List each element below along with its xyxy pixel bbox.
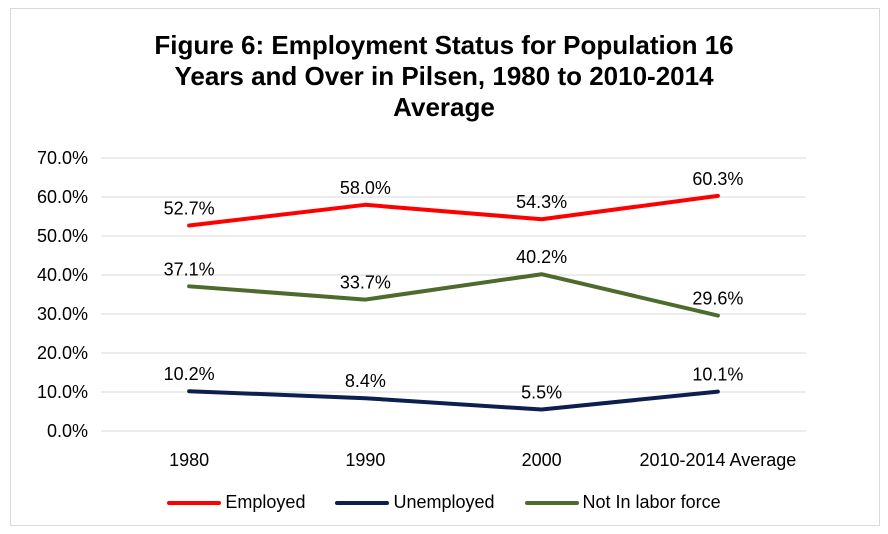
data-label: 10.1% — [692, 365, 743, 385]
data-label: 37.1% — [164, 259, 215, 279]
chart-title-line: Years and Over in Pilsen, 1980 to 2010-2… — [174, 61, 714, 91]
series-line — [187, 389, 720, 412]
legend-label: Not In labor force — [582, 492, 721, 512]
y-tick-label: 20.0% — [37, 343, 88, 363]
data-label: 33.7% — [340, 273, 391, 293]
legend-item-employed: Employed — [167, 492, 305, 513]
legend-item-not-in-labor-force: Not In labor force — [524, 492, 721, 513]
y-tick-label: 50.0% — [37, 226, 88, 246]
data-label: 58.0% — [340, 178, 391, 198]
legend-swatch-employed — [167, 500, 222, 505]
data-label: 29.6% — [692, 289, 743, 309]
data-label: 40.2% — [516, 247, 567, 267]
legend-label: Employed — [225, 492, 306, 512]
legend: Employed Unemployed Not In labor force — [0, 492, 888, 513]
legend-label: Unemployed — [393, 492, 495, 512]
chart-title: Figure 6: Employment Status for Populati… — [0, 30, 888, 123]
legend-item-unemployed: Unemployed — [335, 492, 495, 513]
legend-swatch-not-in-labor-force — [524, 500, 579, 505]
x-tick-label: 2010-2014 Average — [639, 450, 796, 470]
data-label: 10.2% — [164, 364, 215, 384]
y-tick-label: 60.0% — [37, 187, 88, 207]
chart-title-line: Figure 6: Employment Status for Populati… — [154, 30, 734, 60]
series-line — [187, 272, 720, 318]
chart-title-line: Average — [393, 92, 495, 122]
series-line — [187, 193, 720, 228]
y-tick-label: 10.0% — [37, 382, 88, 402]
y-tick-label: 0.0% — [47, 421, 88, 441]
y-tick-label: 30.0% — [37, 304, 88, 324]
y-tick-label: 70.0% — [37, 148, 88, 168]
legend-swatch-unemployed — [335, 500, 390, 505]
y-tick-label: 40.0% — [37, 265, 88, 285]
data-label: 5.5% — [521, 383, 562, 403]
data-label: 52.7% — [164, 198, 215, 218]
x-tick-label: 2000 — [522, 450, 562, 470]
x-tick-label: 1980 — [169, 450, 209, 470]
data-label: 8.4% — [345, 371, 386, 391]
data-label: 60.3% — [692, 169, 743, 189]
x-tick-label: 1990 — [345, 450, 385, 470]
data-label: 54.3% — [516, 192, 567, 212]
chart-frame — [10, 8, 880, 526]
